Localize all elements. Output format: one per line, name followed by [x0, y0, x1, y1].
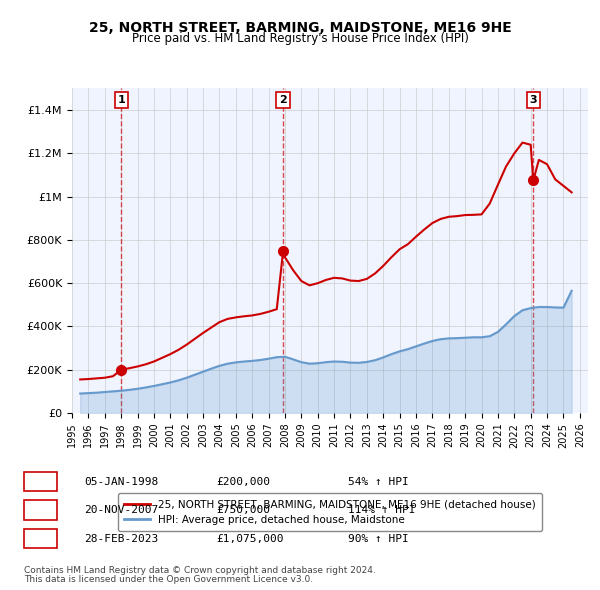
Text: 20-NOV-2007: 20-NOV-2007 [84, 506, 158, 515]
Text: 05-JAN-1998: 05-JAN-1998 [84, 477, 158, 487]
Text: Contains HM Land Registry data © Crown copyright and database right 2024.: Contains HM Land Registry data © Crown c… [24, 566, 376, 575]
Text: 28-FEB-2023: 28-FEB-2023 [84, 534, 158, 543]
Text: £200,000: £200,000 [216, 477, 270, 487]
Text: £750,000: £750,000 [216, 506, 270, 515]
Text: 25, NORTH STREET, BARMING, MAIDSTONE, ME16 9HE: 25, NORTH STREET, BARMING, MAIDSTONE, ME… [89, 21, 511, 35]
Text: 1: 1 [118, 95, 125, 105]
Text: 2: 2 [37, 506, 44, 515]
Text: £1,075,000: £1,075,000 [216, 534, 284, 543]
Text: 2: 2 [279, 95, 287, 105]
Legend: 25, NORTH STREET, BARMING, MAIDSTONE, ME16 9HE (detached house), HPI: Average pr: 25, NORTH STREET, BARMING, MAIDSTONE, ME… [118, 493, 542, 531]
Text: This data is licensed under the Open Government Licence v3.0.: This data is licensed under the Open Gov… [24, 575, 313, 584]
Text: 3: 3 [529, 95, 537, 105]
Text: 3: 3 [37, 534, 44, 543]
Text: 54% ↑ HPI: 54% ↑ HPI [348, 477, 409, 487]
Text: Price paid vs. HM Land Registry's House Price Index (HPI): Price paid vs. HM Land Registry's House … [131, 32, 469, 45]
Text: 90% ↑ HPI: 90% ↑ HPI [348, 534, 409, 543]
Text: 1: 1 [37, 477, 44, 487]
Text: 114% ↑ HPI: 114% ↑ HPI [348, 506, 415, 515]
